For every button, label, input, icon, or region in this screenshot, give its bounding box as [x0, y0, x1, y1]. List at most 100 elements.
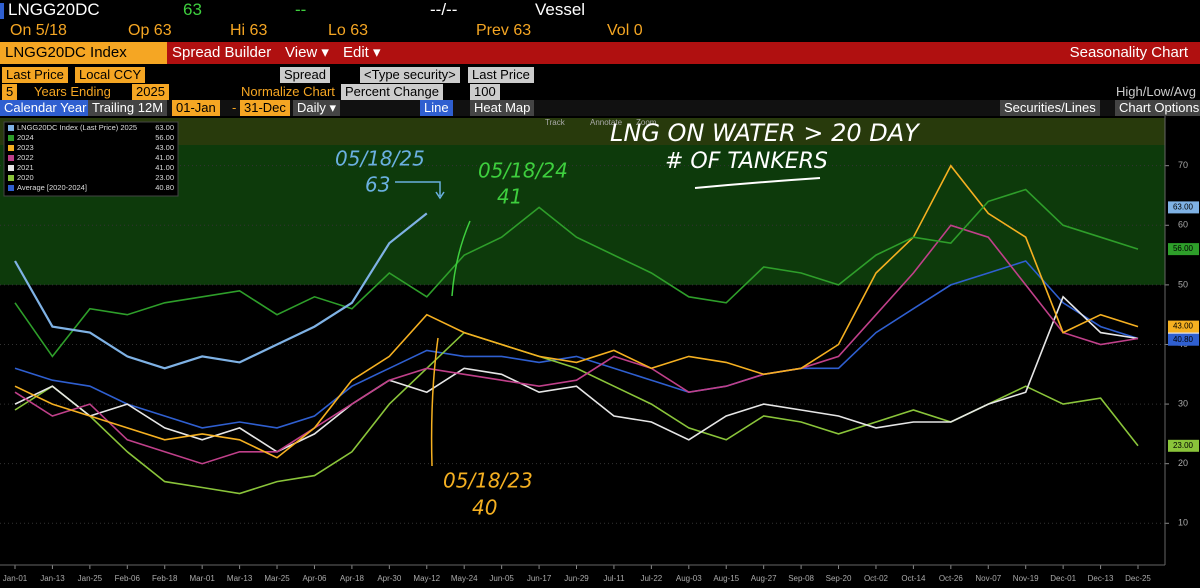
- series-line: [14, 212, 428, 370]
- x-tick-label: Oct-14: [901, 574, 926, 583]
- function-title[interactable]: Seasonality Chart: [1069, 44, 1188, 61]
- x-tick-label: Nov-19: [1013, 574, 1039, 583]
- control[interactable]: Securities/Lines: [1000, 100, 1100, 116]
- control[interactable]: Normalize Chart: [241, 84, 335, 99]
- x-tick-label: Aug-27: [751, 574, 777, 583]
- legend: LNGG20DC Index (Last Price) 2025 63.00 202…: [3, 121, 179, 197]
- value-tag: [1168, 333, 1199, 346]
- x-tick-label: May-12: [413, 574, 440, 583]
- x-tick-label: Nov-07: [975, 574, 1001, 583]
- change: --: [295, 0, 307, 19]
- x-tick-label: Jan-13: [40, 574, 65, 583]
- y-tick-label: 70: [1178, 160, 1188, 170]
- stat: Prev 63: [476, 22, 532, 39]
- controls-row-3: Calendar Year Trailing 12M 01-Jan -31-Dec Da…: [0, 100, 1200, 116]
- control[interactable]: 5: [2, 84, 18, 100]
- annotation: 05/18/24: [478, 159, 568, 183]
- x-tick-label: Apr-30: [377, 574, 402, 583]
- x-tick-label: Mar-13: [227, 574, 253, 583]
- series-line: [14, 224, 1139, 465]
- stat: On 5/18: [10, 22, 67, 39]
- legend-value: 23.00: [155, 173, 174, 182]
- control[interactable]: Calendar Year: [0, 100, 91, 116]
- x-tick-label: Jun-29: [564, 574, 589, 583]
- x-tick-label: Jul-22: [640, 574, 662, 583]
- control[interactable]: Years Ending: [34, 84, 111, 99]
- control[interactable]: Last Price: [468, 67, 534, 83]
- menu-item[interactable]: Spread Builder: [172, 44, 272, 61]
- control[interactable]: 2025: [132, 84, 169, 100]
- legend-label: 2024: [17, 133, 34, 142]
- stat: Lo 63: [328, 22, 369, 39]
- control[interactable]: Daily ▾: [293, 100, 341, 116]
- legend-label: 2023: [17, 143, 34, 152]
- legend-label: Average [2020-2024]: [17, 183, 87, 192]
- x-tick-label: Mar-01: [189, 574, 215, 583]
- x-tick-label: Oct-02: [864, 574, 889, 583]
- stats-row: On 5/18 Op 63 Hi 63 Lo 63 Prev 63 Vol 0: [0, 22, 1200, 42]
- annotation-arrow: [395, 181, 445, 200]
- top-band: [0, 118, 1165, 145]
- ticker: LNGG20DC: [8, 0, 100, 19]
- value-tag-label: 56.00: [1173, 244, 1194, 253]
- security[interactable]: LNGG20DC Index: [0, 42, 167, 64]
- x-tick-label: Apr-06: [302, 574, 327, 583]
- marker: [0, 3, 4, 19]
- control[interactable]: -: [232, 100, 237, 115]
- control[interactable]: Trailing 12M: [88, 100, 168, 116]
- value-tag-label: 23.00: [1173, 441, 1194, 450]
- x-tick-label: Mar-25: [264, 574, 290, 583]
- menu-item[interactable]: View ▾: [285, 44, 329, 61]
- chart-tool: Track: [545, 118, 566, 127]
- annotation: 41: [497, 185, 522, 209]
- x-tick-label: Aug-03: [676, 574, 702, 583]
- value-tag: [1168, 439, 1199, 452]
- x-tick-label: Jan-01: [3, 574, 28, 583]
- x-tick-label: Dec-01: [1050, 574, 1076, 583]
- x-tick-label: Apr-18: [340, 574, 365, 583]
- axis-panel: [1165, 116, 1200, 588]
- chart-tool: Zoom: [636, 118, 657, 127]
- stat: Hi 63: [230, 22, 268, 39]
- control[interactable]: <Type security>: [360, 67, 460, 83]
- x-tick-label: Feb-06: [115, 574, 141, 583]
- control[interactable]: 01-Jan: [172, 100, 220, 116]
- control[interactable]: 100: [470, 84, 500, 100]
- x-tick-label: Feb-18: [152, 574, 178, 583]
- control[interactable]: Line: [420, 100, 453, 116]
- legend-swatch: [8, 185, 14, 191]
- control[interactable]: Heat Map: [470, 100, 535, 116]
- annotation: 05/18/23: [443, 469, 533, 493]
- stat: Op 63: [128, 22, 172, 39]
- value-tag-label: 63.00: [1173, 203, 1194, 212]
- value-tag: [1168, 201, 1199, 214]
- annotation-arrow: [451, 220, 471, 297]
- control[interactable]: Percent Change: [341, 84, 443, 100]
- annotation: LNG ON WATER > 20 DAY: [610, 119, 921, 147]
- annotation: 05/18/25: [335, 147, 425, 171]
- x-tick-label: Jan-25: [78, 574, 103, 583]
- control[interactable]: Local CCY: [75, 67, 146, 83]
- controls-row-2: 5 Years Ending 2025 Normalize Chart Percent …: [0, 84, 1200, 100]
- legend-label: 2022: [17, 153, 34, 162]
- x-tick-label: Dec-13: [1088, 574, 1114, 583]
- last: 63: [183, 0, 202, 19]
- menu-item[interactable]: Edit ▾: [343, 44, 381, 61]
- legend-value: 41.00: [155, 153, 174, 162]
- legend-label: LNGG20DC Index (Last Price) 2025: [17, 123, 137, 132]
- control[interactable]: High/Low/Avg: [1116, 84, 1196, 99]
- annotation: 40: [472, 496, 497, 520]
- x-tick-label: Jul-11: [603, 574, 625, 583]
- source: Vessel: [535, 0, 586, 19]
- control[interactable]: Spread: [280, 67, 330, 83]
- control[interactable]: Chart Options: [1115, 100, 1200, 116]
- x-tick-label: Jun-17: [527, 574, 552, 583]
- legend-value: 56.00: [155, 133, 174, 142]
- control[interactable]: Last Price: [2, 67, 68, 83]
- legend-label: 2020: [17, 173, 34, 182]
- control[interactable]: 31-Dec: [240, 100, 290, 116]
- legend-value: 63.00: [155, 123, 174, 132]
- value-tag-label: 43.00: [1173, 322, 1194, 331]
- x-tick-label: Aug-15: [713, 574, 739, 583]
